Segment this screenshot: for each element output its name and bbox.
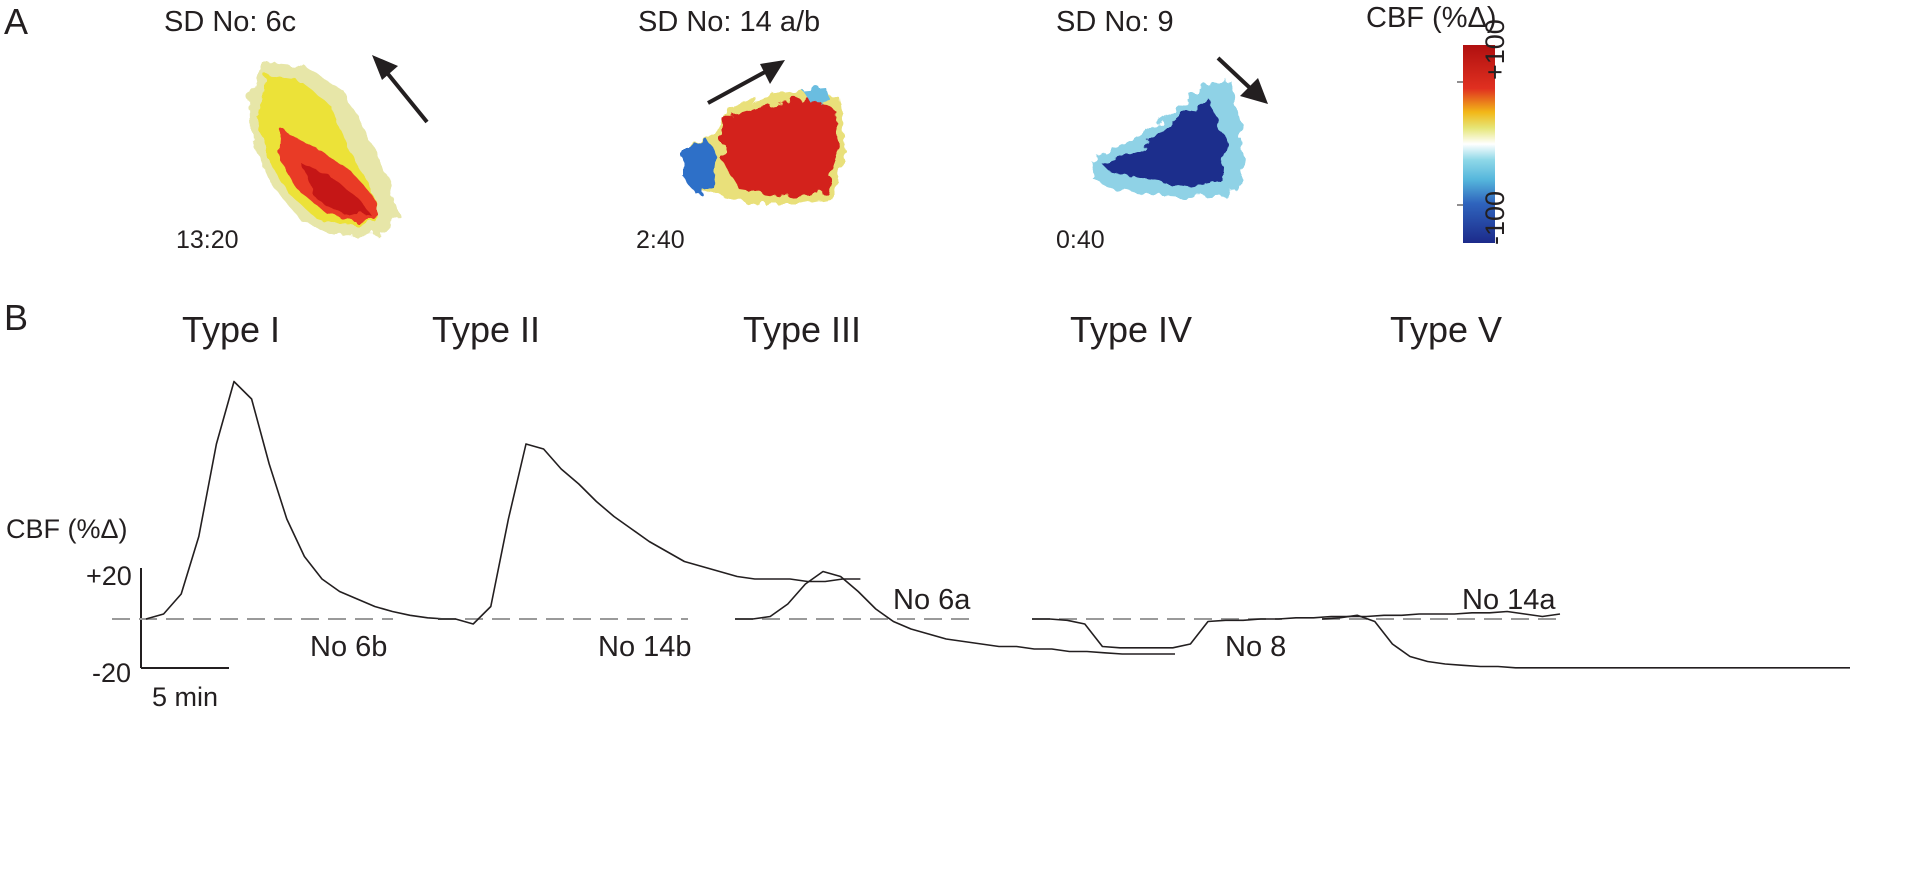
trace-type-1 <box>145 380 446 620</box>
arrow-3-icon <box>1216 56 1268 104</box>
type-label-2: Type II <box>432 309 541 350</box>
map-1-time: 13:20 <box>176 226 239 254</box>
trace-type-4 <box>1032 610 1561 649</box>
trace-type-3 <box>735 570 1175 655</box>
map-2-time: 2:40 <box>636 226 685 254</box>
type-label-4: Type IV <box>1070 309 1193 350</box>
colorbar-title: CBF (%Δ) <box>1366 2 1497 34</box>
type-label-1: Type I <box>182 309 281 350</box>
recording-label-5: No 14a <box>1462 584 1556 616</box>
map-3-time: 0:40 <box>1056 226 1105 254</box>
type-label-3: Type III <box>743 309 862 350</box>
scalebar-y-bottom-label: -20 <box>92 658 132 688</box>
panel-b-label: B <box>4 297 29 338</box>
map-3-title: SD No: 9 <box>1056 6 1174 38</box>
recording-label-2: No 14b <box>598 631 692 663</box>
scalebar-y-top-label: +20 <box>86 561 132 591</box>
type-label-5: Type V <box>1390 309 1503 350</box>
map-1-image <box>250 62 398 236</box>
map-2-title: SD No: 14 a/b <box>638 6 821 38</box>
y-axis-label: CBF (%Δ) <box>6 514 128 544</box>
colorbar <box>1463 45 1495 243</box>
panel-a-label: A <box>4 1 29 42</box>
map-2-image <box>682 88 845 205</box>
scalebar-x-label: 5 min <box>152 682 219 712</box>
recording-label-4: No 8 <box>1225 631 1287 663</box>
recording-label-3: No 6a <box>893 584 971 616</box>
trace-type-5 <box>1321 614 1850 669</box>
arrow-2-icon <box>707 60 785 105</box>
arrow-1-icon <box>372 55 429 124</box>
trace-type-2 <box>438 443 861 625</box>
map-1-title: SD No: 6c <box>164 6 297 38</box>
recording-label-1: No 6b <box>310 631 388 663</box>
map-3-image <box>1090 80 1245 198</box>
